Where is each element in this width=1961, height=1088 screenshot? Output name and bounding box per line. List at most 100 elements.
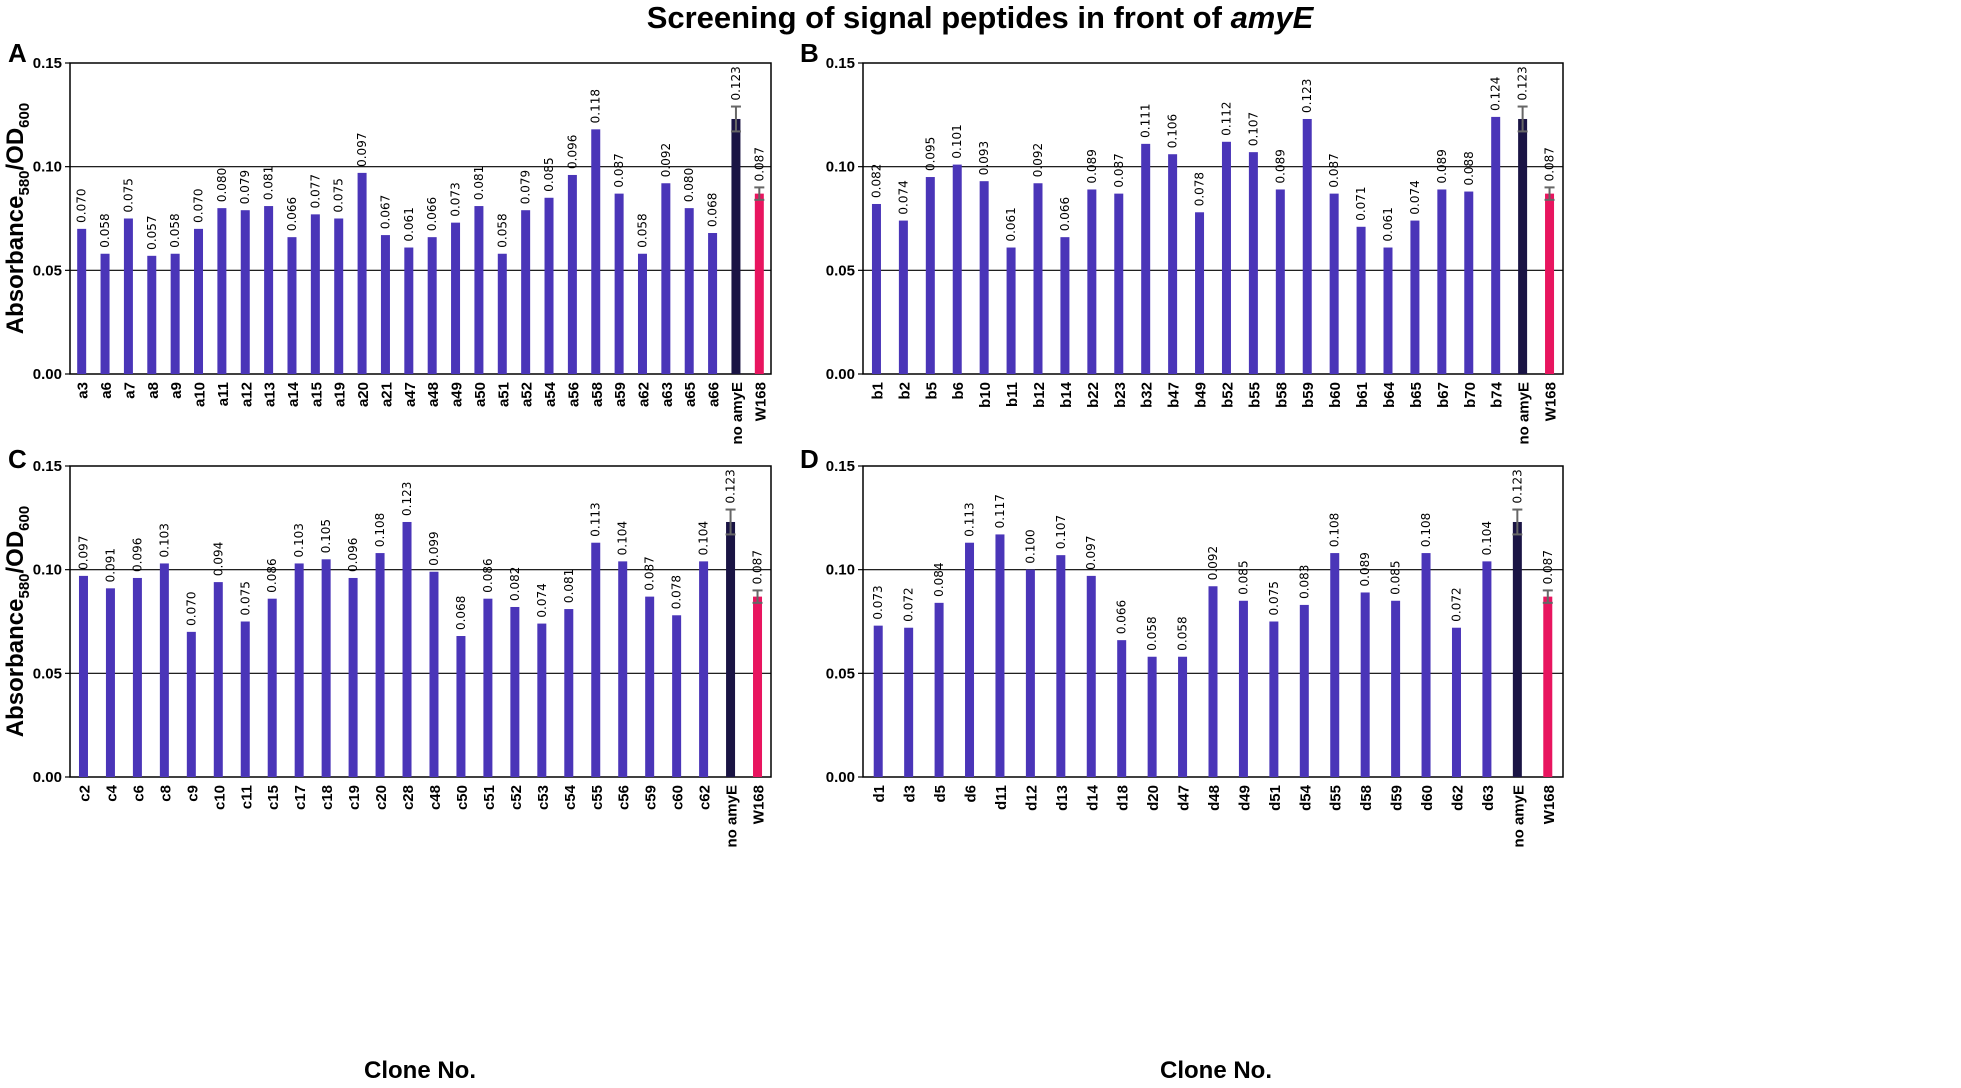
category-label: d18 <box>1115 785 1132 811</box>
value-label: 0.087 <box>1543 147 1557 181</box>
bar <box>429 571 439 777</box>
category-label: c59 <box>643 785 660 810</box>
value-label: 0.075 <box>332 178 346 212</box>
value-label: 0.103 <box>157 523 171 557</box>
bar <box>375 553 385 777</box>
category-label: b70 <box>1462 382 1479 408</box>
category-label: d14 <box>1084 784 1101 811</box>
bar <box>754 193 764 374</box>
category-label: c54 <box>562 784 579 810</box>
value-label: 0.085 <box>1236 560 1250 594</box>
category-label: a56 <box>565 382 582 407</box>
value-label: 0.085 <box>1389 560 1403 594</box>
bar <box>661 183 671 374</box>
y-tick-label: 0.10 <box>826 159 855 176</box>
category-label: a63 <box>659 382 676 407</box>
value-label: 0.075 <box>121 178 135 212</box>
value-label: 0.087 <box>1112 153 1126 187</box>
category-label: c20 <box>373 785 390 810</box>
y-tick-label: 0.00 <box>826 769 855 786</box>
y-axis-title: Absorbance580/OD600 <box>2 103 33 334</box>
bar <box>186 631 196 777</box>
category-label: b59 <box>1300 382 1317 408</box>
category-label: no amyE <box>1510 785 1527 848</box>
bar <box>1033 183 1043 374</box>
category-label: a21 <box>378 382 395 407</box>
bar <box>1302 118 1312 374</box>
bar <box>1543 596 1553 777</box>
panel-letter: B <box>800 38 819 68</box>
value-label: 0.100 <box>1023 529 1037 563</box>
bar <box>1410 220 1420 374</box>
category-label: a54 <box>542 381 559 407</box>
bar <box>132 577 142 777</box>
category-label: c53 <box>535 785 552 810</box>
category-label: d59 <box>1389 785 1406 811</box>
value-label: 0.080 <box>682 168 696 202</box>
value-label: 0.080 <box>215 168 229 202</box>
bar <box>965 542 975 777</box>
category-label: d55 <box>1328 785 1345 811</box>
category-label: d48 <box>1206 785 1223 811</box>
category-label: b12 <box>1031 382 1048 408</box>
bar <box>1482 561 1492 777</box>
category-label: a49 <box>449 382 466 407</box>
chart-panel: 0.00 0.05 0.10 0.15 A 0.070 a3 0.058 a6 0.075 a7 0.… <box>8 38 772 445</box>
category-label: d51 <box>1267 785 1284 811</box>
bar <box>1086 575 1096 777</box>
y-tick-label: 0.00 <box>33 769 62 786</box>
category-label: no amyE <box>1516 382 1533 445</box>
value-label: 0.123 <box>1510 469 1524 503</box>
plot-frame <box>69 465 772 778</box>
bar <box>537 623 547 777</box>
category-label: d62 <box>1449 785 1466 811</box>
value-label: 0.081 <box>262 166 276 200</box>
category-label: c18 <box>319 785 336 810</box>
bar <box>995 534 1005 777</box>
value-label: 0.087 <box>612 153 626 187</box>
value-label: 0.068 <box>706 193 720 227</box>
value-label: 0.058 <box>98 213 112 247</box>
bar <box>873 625 883 777</box>
y-axis-title-sub: 600 <box>16 103 33 128</box>
bar <box>979 181 989 374</box>
bar <box>1383 247 1393 374</box>
category-label: W168 <box>1543 382 1560 421</box>
category-label: c52 <box>508 785 525 810</box>
category-label: c9 <box>184 785 201 802</box>
category-label: c11 <box>238 785 255 809</box>
value-label: 0.118 <box>589 89 603 123</box>
value-label: 0.123 <box>1516 66 1530 100</box>
category-label: b2 <box>896 382 913 400</box>
category-label: b22 <box>1085 382 1102 408</box>
bar <box>194 228 204 374</box>
value-label: 0.077 <box>308 174 322 208</box>
category-label: c19 <box>346 785 363 810</box>
plot-frame <box>862 62 1564 375</box>
bar <box>1512 521 1522 777</box>
bar <box>1141 143 1151 374</box>
bar <box>1114 193 1124 374</box>
y-tick-label: 0.15 <box>826 458 855 475</box>
value-label: 0.061 <box>1004 207 1018 241</box>
category-label: c51 <box>481 785 498 810</box>
value-label: 0.058 <box>495 213 509 247</box>
bar <box>567 174 577 374</box>
category-label: d60 <box>1419 785 1436 811</box>
category-label: b65 <box>1408 382 1425 408</box>
y-tick-label: 0.05 <box>826 665 855 682</box>
value-label: 0.079 <box>238 170 252 204</box>
value-label: 0.058 <box>1176 616 1190 650</box>
category-label: c6 <box>130 785 147 802</box>
category-label: W168 <box>1541 785 1558 824</box>
category-label: d20 <box>1145 785 1162 811</box>
bar <box>1208 586 1218 777</box>
bar <box>1275 189 1285 374</box>
bar <box>1178 656 1188 777</box>
panel-letter: D <box>800 444 819 474</box>
y-axis-title: Absorbance580/OD600 <box>2 506 33 737</box>
value-label: 0.072 <box>1449 587 1463 621</box>
value-label: 0.061 <box>402 207 416 241</box>
category-label: b5 <box>923 382 940 400</box>
bar <box>123 218 133 374</box>
